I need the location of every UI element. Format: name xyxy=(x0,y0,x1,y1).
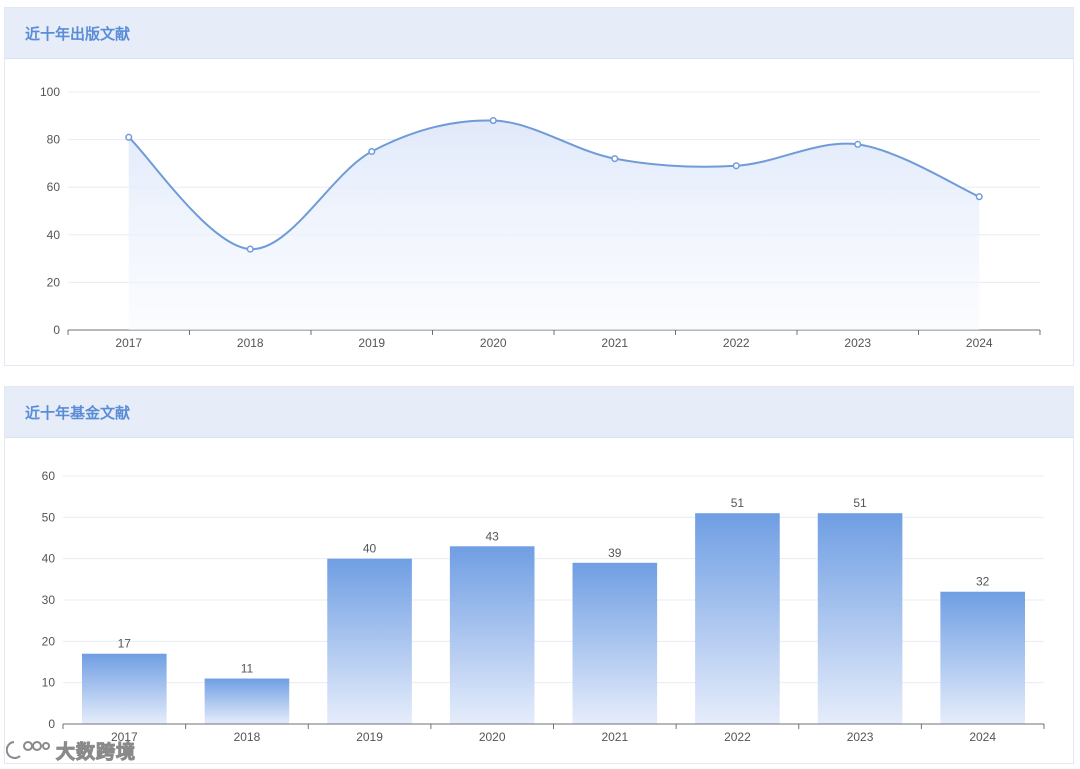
data-point[interactable] xyxy=(246,245,254,253)
bar[interactable] xyxy=(817,513,903,724)
publications-panel-title: 近十年出版文献 xyxy=(5,8,1073,59)
y-tick-label: 0 xyxy=(53,323,60,337)
x-tick-label: 2024 xyxy=(966,336,993,350)
y-tick-label: 40 xyxy=(47,228,61,242)
y-tick-label: 80 xyxy=(47,133,61,147)
x-tick-label: 2022 xyxy=(724,730,751,744)
x-tick-label: 2017 xyxy=(115,336,142,350)
bar-data-label: 11 xyxy=(241,662,254,676)
x-tick-label: 2023 xyxy=(844,336,871,350)
bar[interactable] xyxy=(449,546,535,724)
y-tick-label: 20 xyxy=(42,634,56,648)
bar-data-label: 17 xyxy=(118,637,132,651)
x-tick-label: 2023 xyxy=(847,730,874,744)
bar-data-label: 43 xyxy=(486,529,500,543)
data-point[interactable] xyxy=(975,193,983,201)
x-tick-label: 2017 xyxy=(111,730,138,744)
bar-data-label: 39 xyxy=(608,546,622,560)
bar-data-label: 51 xyxy=(731,496,745,510)
x-tick-label: 2022 xyxy=(723,336,750,350)
x-tick-label: 2021 xyxy=(601,336,628,350)
x-tick-label: 2018 xyxy=(234,730,261,744)
y-tick-label: 60 xyxy=(42,469,56,483)
y-tick-label: 0 xyxy=(48,717,55,731)
bar[interactable] xyxy=(572,562,658,724)
y-tick-label: 50 xyxy=(42,510,56,524)
funding-panel-title: 近十年基金文献 xyxy=(5,387,1073,438)
data-point[interactable] xyxy=(611,155,619,163)
logo-icon xyxy=(6,741,50,759)
data-point[interactable] xyxy=(368,147,376,156)
x-tick-label: 2019 xyxy=(356,730,383,744)
y-tick-label: 30 xyxy=(42,593,56,607)
watermark-text: 大数跨境 xyxy=(55,740,137,763)
bar[interactable] xyxy=(940,591,1025,724)
x-tick-label: 2020 xyxy=(480,336,507,350)
bar-data-label: 40 xyxy=(363,542,377,556)
bar[interactable] xyxy=(204,678,290,724)
publications-line-chart: 0 20 40 60 80 100 2017 2018 2019 2020 2021 2022 2023… xyxy=(40,85,1041,350)
watermark: 大数跨境 xyxy=(6,736,136,764)
x-tick-label: 2024 xyxy=(969,730,996,744)
series-area-fill xyxy=(128,120,980,330)
bar[interactable] xyxy=(82,653,167,724)
bar-data-label: 51 xyxy=(853,496,867,510)
data-point[interactable] xyxy=(732,162,740,170)
y-tick-label: 40 xyxy=(42,552,56,566)
data-point[interactable] xyxy=(125,133,133,141)
y-tick-label: 10 xyxy=(42,676,56,690)
data-point[interactable] xyxy=(489,117,497,125)
bar-data-label: 32 xyxy=(976,575,990,589)
funding-bar-chart: 0 10 20 30 40 50 60 17 2017 11 2018 40 2019 43 2020 39 2… xyxy=(42,469,1045,744)
y-tick-label: 20 xyxy=(47,275,61,289)
y-tick-label: 100 xyxy=(40,85,60,99)
y-tick-label: 60 xyxy=(47,180,61,194)
bar[interactable] xyxy=(695,513,780,724)
x-tick-label: 2020 xyxy=(479,730,506,744)
data-point[interactable] xyxy=(854,140,862,148)
x-tick-label: 2019 xyxy=(358,336,385,350)
x-tick-label: 2021 xyxy=(601,730,628,744)
bar[interactable] xyxy=(327,558,412,724)
x-tick-label: 2018 xyxy=(237,336,264,350)
